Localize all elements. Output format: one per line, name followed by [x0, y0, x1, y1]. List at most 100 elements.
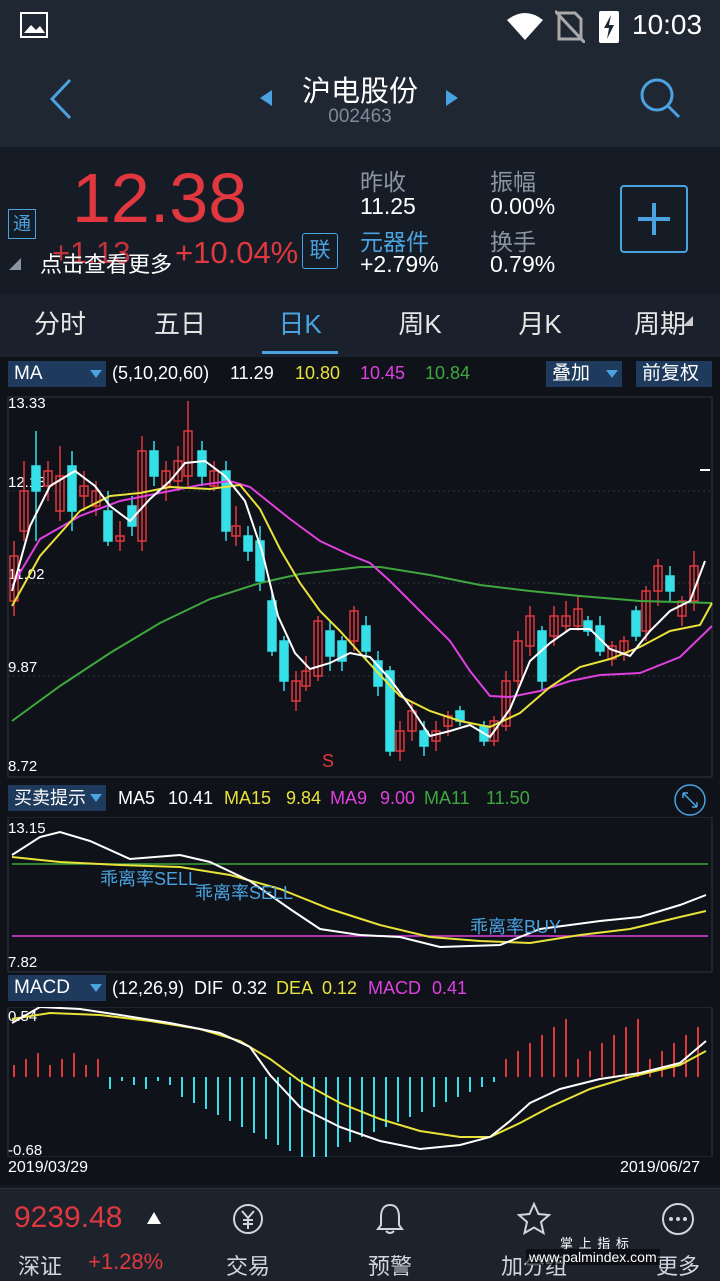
macd-label: MACD: [368, 978, 421, 998]
candle-body: [173, 460, 183, 482]
turnover-label: 换手: [490, 229, 536, 255]
candle-body: [267, 600, 277, 652]
candle-body: [361, 625, 371, 652]
price-change-pct: +10.04%: [175, 235, 299, 270]
candle-body: [513, 640, 523, 682]
quote-panel[interactable]: 12.38 通 +1.13 +10.04% 联 点击查看更多 昨收 11.25 …: [0, 147, 720, 295]
candle-body: [489, 720, 499, 742]
overlay-select[interactable]: 叠加: [546, 361, 622, 387]
corner-arrow-icon: [9, 258, 21, 270]
back-icon[interactable]: [44, 76, 76, 122]
more-icon: [662, 1203, 694, 1235]
nav-more-label: 更多: [655, 1254, 700, 1279]
kline-chart[interactable]: 13.33 12.18 11.02 9.87 8.72 S: [0, 391, 720, 781]
bs-chart[interactable]: 13.15 7.82 乖离率SELL 乖离率SELL 乖离率BUY: [0, 817, 720, 977]
price-change: +1.13: [52, 235, 131, 270]
bs-ma9-value: 9.00: [380, 788, 416, 808]
bs-sell-label-1: 乖离率SELL: [100, 869, 198, 889]
candle-body: [19, 490, 29, 532]
tab-weekly-k[interactable]: 周K: [398, 309, 442, 339]
candle-body: [385, 670, 395, 752]
macd-value: 0.41: [432, 978, 468, 998]
bs-ma15-value: 9.84: [286, 788, 322, 808]
adjust-select[interactable]: 前复权: [636, 361, 712, 387]
sector-change: +2.79%: [360, 251, 439, 277]
watermark-title: 掌 上 指 标: [560, 1236, 630, 1251]
candle-body: [677, 600, 687, 617]
status-bar: 10:03: [0, 0, 720, 52]
prev-close-label: 昨收: [360, 169, 406, 195]
candle-body: [103, 510, 113, 542]
candle-body: [197, 450, 207, 477]
macd-select-label: MACD: [14, 977, 70, 998]
bs-ma11-value: 11.50: [486, 788, 530, 808]
sector-link[interactable]: 元器件: [360, 229, 429, 255]
candles: [9, 401, 699, 761]
up-arrow-icon: [147, 1212, 161, 1224]
candle-body: [337, 640, 347, 662]
last-price: 12.38: [72, 159, 248, 237]
candle-body: [127, 505, 137, 527]
bs-axis-max: 13.15: [8, 820, 46, 837]
bottom-bar: 9239.48 深证 +1.28% 交易 预警 加分组 更多 掌 上 指 标 w…: [0, 1188, 720, 1281]
dea-label: DEA: [276, 978, 314, 998]
tab-intraday[interactable]: 分时: [33, 309, 86, 339]
search-icon[interactable]: [638, 76, 682, 120]
macd-indicator-select[interactable]: MACD: [8, 975, 106, 1001]
ma-indicator-select[interactable]: MA: [8, 361, 106, 387]
candle-body: [55, 475, 65, 512]
bs-ma5-value: 10.41: [168, 788, 214, 808]
candle-body: [689, 565, 699, 602]
index-change: +1.28%: [88, 1249, 164, 1274]
expand-icon[interactable]: [673, 783, 707, 817]
chart-panel[interactable]: MA (5,10,20,60) 11.29 10.80 10.45 10.84 …: [0, 357, 720, 1185]
lian-badge[interactable]: 联: [302, 233, 338, 269]
next-stock-icon[interactable]: [444, 88, 460, 108]
trade-icon: [233, 1204, 263, 1234]
bs-sell-label-2: 乖离率SELL: [195, 883, 293, 903]
tab-monthly-k[interactable]: 月K: [518, 309, 562, 339]
axis-l3: 9.87: [8, 659, 37, 676]
bs-axis-min: 7.82: [8, 954, 37, 971]
candle-body: [665, 575, 675, 592]
nav-alert[interactable]: 预警: [330, 1189, 450, 1281]
nav-trade[interactable]: 交易: [188, 1189, 308, 1281]
candle-body: [91, 490, 101, 507]
tab-daily-k[interactable]: 日K: [278, 309, 322, 339]
more-info-hint[interactable]: 点击查看更多: [40, 252, 173, 277]
watermark-url: www.palmindex.com: [526, 1249, 660, 1265]
ma-select-label: MA: [14, 363, 43, 384]
candle-body: [419, 730, 429, 747]
tong-badge[interactable]: 通: [8, 209, 36, 239]
ma60-value: 10.84: [425, 363, 471, 383]
candle-body: [67, 465, 77, 512]
candle-body: [115, 535, 125, 542]
index-value[interactable]: 9239.48: [14, 1201, 123, 1234]
candle-body: [209, 470, 219, 487]
image-icon: [20, 12, 48, 38]
prev-close-value: 11.25: [360, 193, 416, 219]
bs-ma9-label: MA9: [330, 788, 368, 808]
bs-indicator-select[interactable]: 买卖提示: [8, 785, 106, 811]
ma10-value: 10.80: [295, 363, 341, 383]
candle-body: [291, 680, 301, 702]
tab-period[interactable]: 周期: [633, 309, 686, 339]
candle-body: [537, 630, 547, 682]
tab-five-day[interactable]: 五日: [153, 309, 206, 339]
ma5-line: [11, 459, 706, 739]
macd-histogram: [13, 1019, 699, 1157]
candle-body: [149, 450, 159, 477]
candle-body: [43, 470, 53, 487]
candle-body: [161, 470, 171, 487]
candle-body: [501, 680, 511, 727]
ma10-line: [11, 483, 713, 729]
add-watchlist-button[interactable]: [620, 185, 688, 253]
axis-min: 8.72: [8, 758, 37, 775]
nav-more[interactable]: 更多: [618, 1189, 720, 1281]
prev-stock-icon[interactable]: [258, 88, 274, 108]
amplitude-label: 振幅: [490, 169, 536, 195]
battery-charging-icon: [599, 11, 619, 43]
macd-chart[interactable]: 0.54 -0.68: [0, 1007, 720, 1157]
axis-max: 13.33: [8, 395, 46, 412]
dea-value: 0.12: [322, 978, 358, 998]
